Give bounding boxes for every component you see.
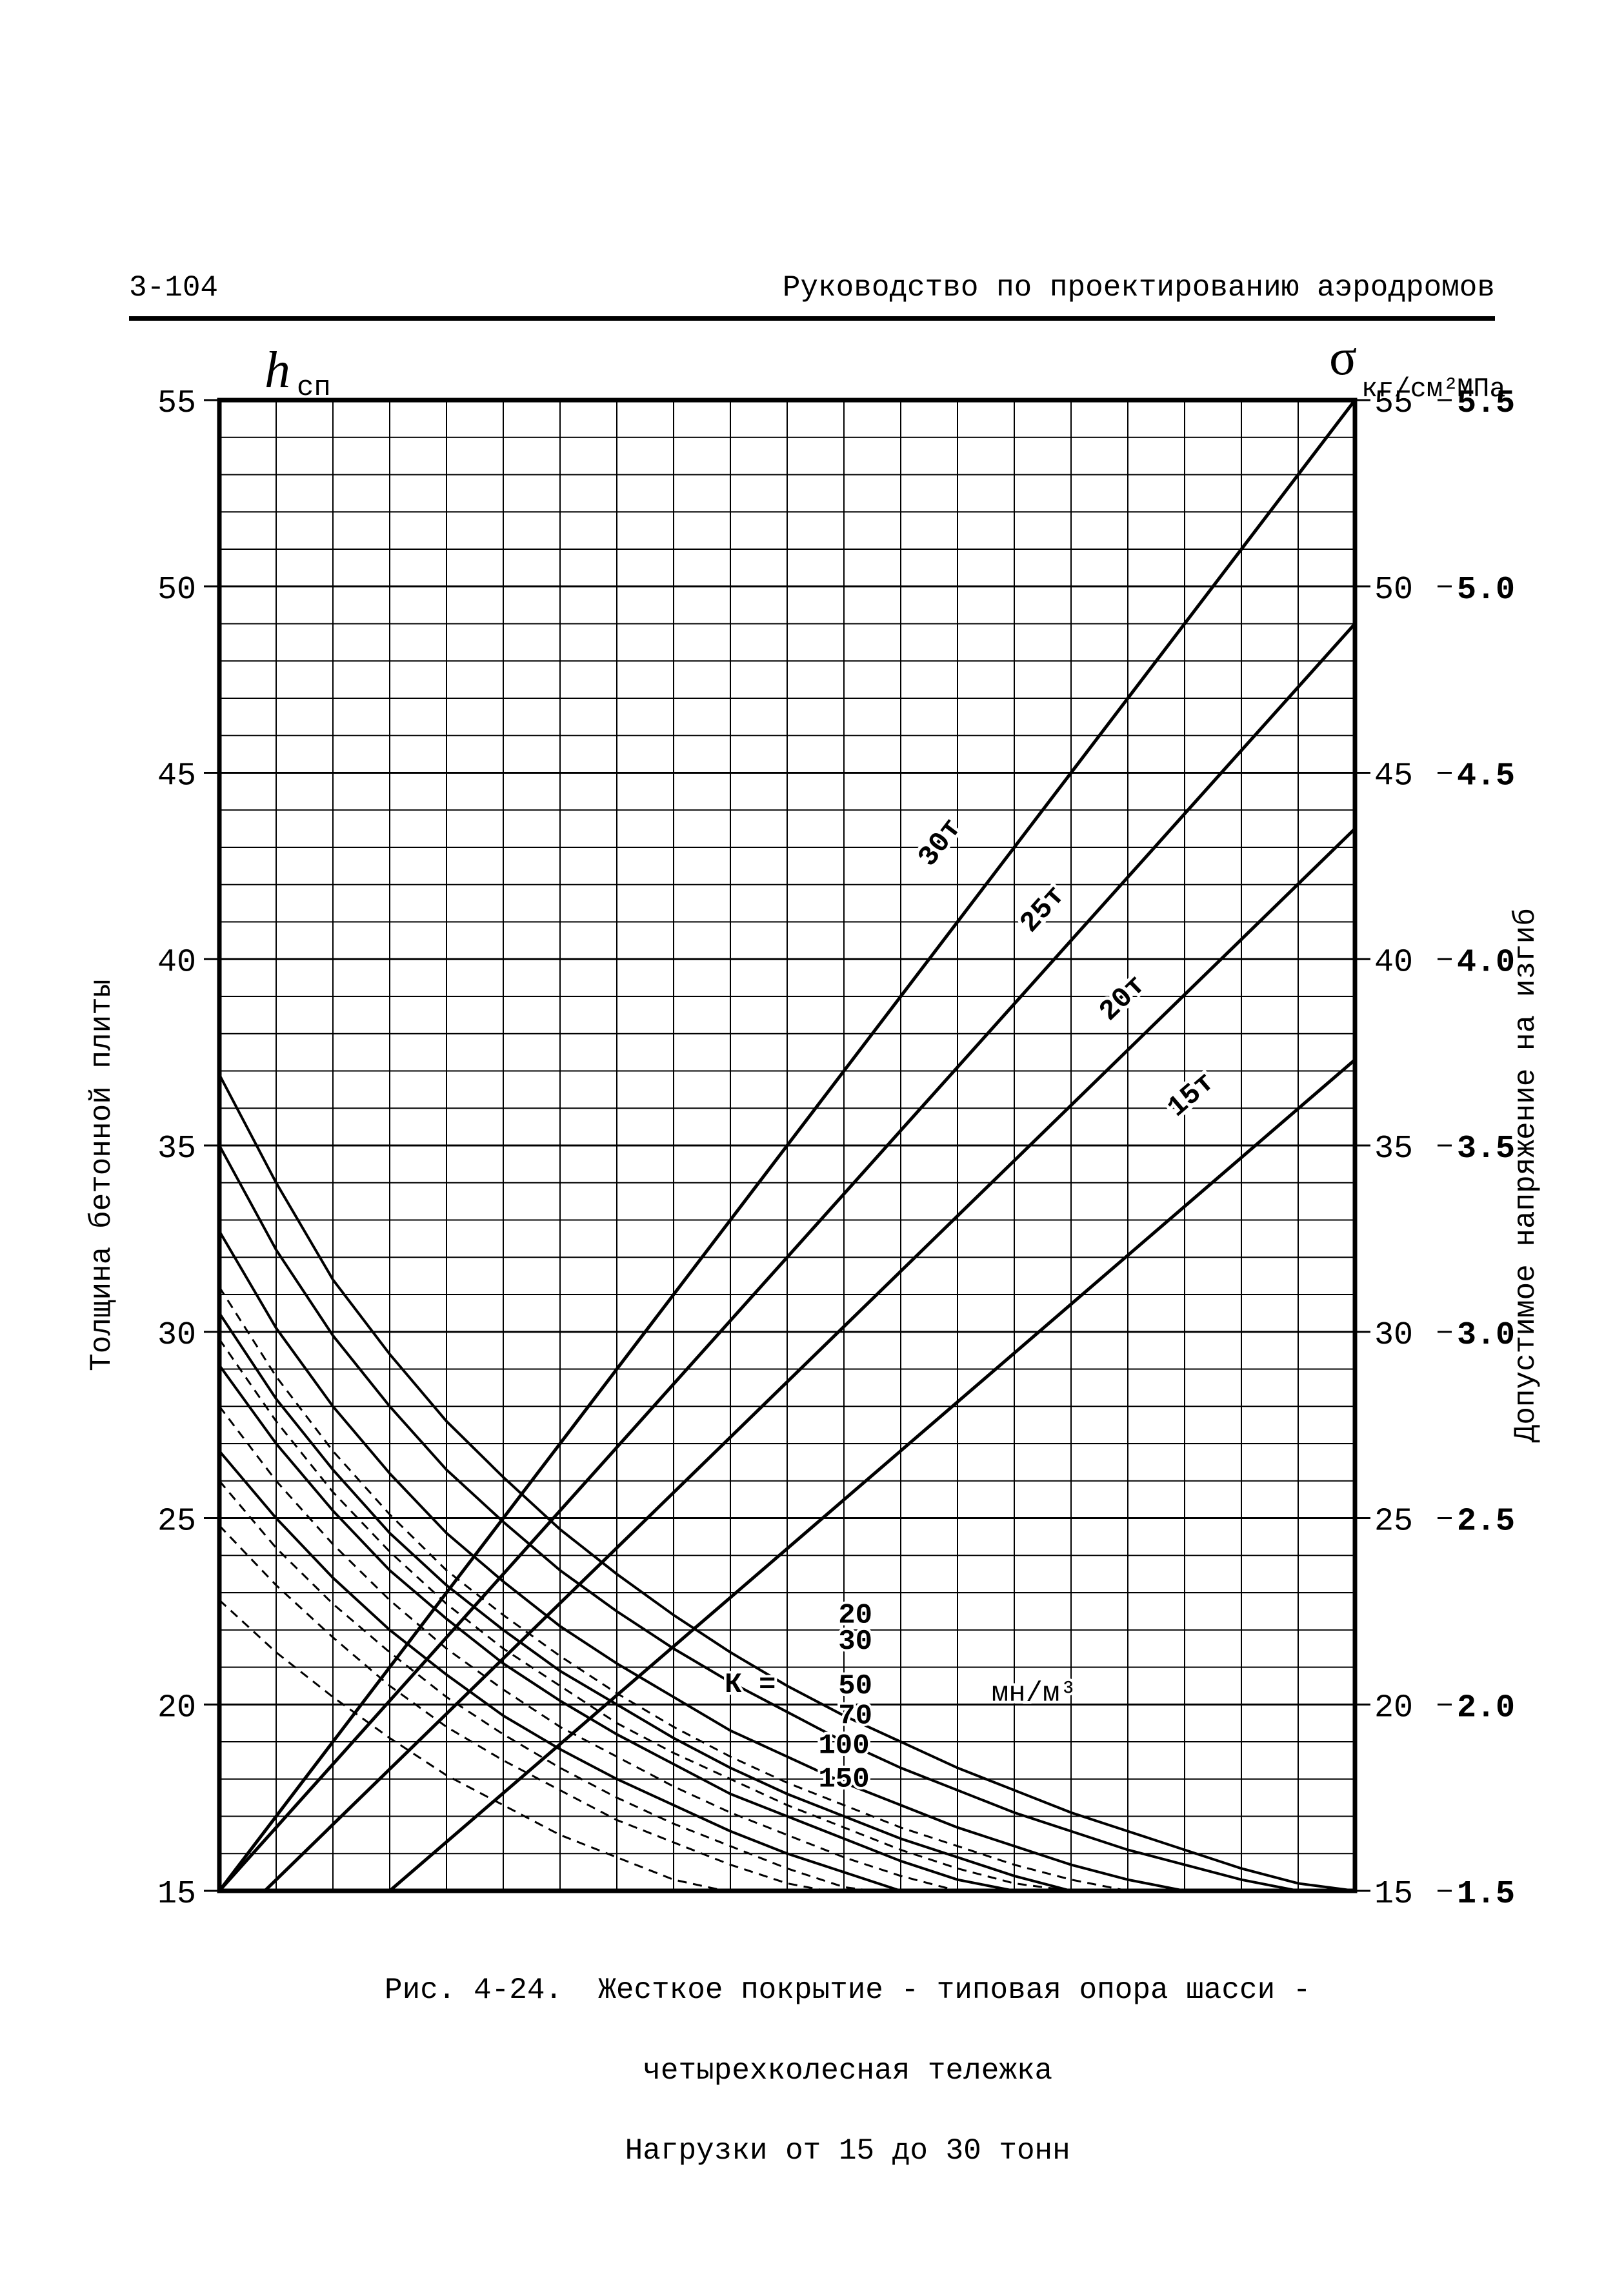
svg-text:сп: сп <box>297 372 331 404</box>
svg-text:15: 15 <box>1374 1876 1413 1913</box>
header-bar: 3-104 Руководство по проектированию аэро… <box>129 271 1495 321</box>
svg-text:45: 45 <box>157 758 196 795</box>
chart-svg: 1520253035404550551520253035404550551.52… <box>77 336 1547 2088</box>
page-number: 3-104 <box>129 271 218 305</box>
caption-line2: четырехколесная тележка <box>643 2054 1052 2088</box>
svg-text:50: 50 <box>157 572 196 609</box>
svg-text:мн/м³: мн/м³ <box>992 1678 1077 1710</box>
svg-text:h: h <box>265 342 290 399</box>
svg-text:150: 150 <box>818 1764 869 1796</box>
svg-text:2.0: 2.0 <box>1457 1689 1515 1726</box>
page: 3-104 Руководство по проектированию аэро… <box>0 0 1624 2269</box>
caption-line1: Рис. 4-24. Жесткое покрытие - типовая оп… <box>385 1973 1310 2007</box>
svg-text:70: 70 <box>838 1700 872 1732</box>
svg-text:35: 35 <box>157 1131 196 1167</box>
svg-text:40: 40 <box>1374 944 1413 981</box>
svg-text:50: 50 <box>1374 572 1413 609</box>
svg-text:20т: 20т <box>1094 969 1153 1028</box>
svg-text:15т: 15т <box>1161 1067 1221 1125</box>
svg-text:3.5: 3.5 <box>1457 1131 1515 1167</box>
svg-text:5.0: 5.0 <box>1457 572 1515 609</box>
svg-text:кг/см²: кг/см² <box>1361 374 1459 405</box>
svg-text:25: 25 <box>157 1504 196 1540</box>
svg-text:25т: 25т <box>1014 880 1072 939</box>
svg-text:20: 20 <box>157 1689 196 1726</box>
svg-text:3.0: 3.0 <box>1457 1317 1515 1354</box>
chart-container: 1520253035404550551520253035404550551.52… <box>77 336 1547 2088</box>
svg-text:30: 30 <box>838 1626 872 1658</box>
caption-line3: Нагрузки от 15 до 30 тонн <box>625 2134 1070 2168</box>
svg-text:45: 45 <box>1374 758 1413 795</box>
svg-text:1.5: 1.5 <box>1457 1876 1515 1913</box>
svg-text:30: 30 <box>1374 1317 1413 1354</box>
svg-text:100: 100 <box>818 1730 869 1762</box>
svg-text:35: 35 <box>1374 1131 1413 1167</box>
svg-text:Допустимое напряжение на изгиб: Допустимое напряжение на изгиб <box>1509 908 1543 1442</box>
svg-text:40: 40 <box>157 944 196 981</box>
page-header-title: Руководство по проектированию аэродромов <box>783 271 1495 305</box>
svg-text:4.5: 4.5 <box>1457 758 1515 795</box>
svg-text:2.5: 2.5 <box>1457 1504 1515 1540</box>
svg-text:25: 25 <box>1374 1504 1413 1540</box>
svg-text:МПа: МПа <box>1457 374 1506 405</box>
svg-text:σ: σ <box>1329 336 1357 386</box>
svg-text:30: 30 <box>157 1317 196 1354</box>
svg-text:30т: 30т <box>912 813 969 873</box>
svg-text:50: 50 <box>838 1670 872 1702</box>
svg-text:55: 55 <box>157 385 196 422</box>
figure-caption: Рис. 4-24. Жесткое покрытие - типовая оп… <box>0 1930 1624 2211</box>
svg-text:4.0: 4.0 <box>1457 944 1515 981</box>
svg-text:20: 20 <box>1374 1689 1413 1726</box>
svg-text:15: 15 <box>157 1876 196 1913</box>
svg-text:К =: К = <box>725 1669 776 1701</box>
svg-text:Толщина бетонной плиты: Толщина бетонной плиты <box>85 980 119 1371</box>
